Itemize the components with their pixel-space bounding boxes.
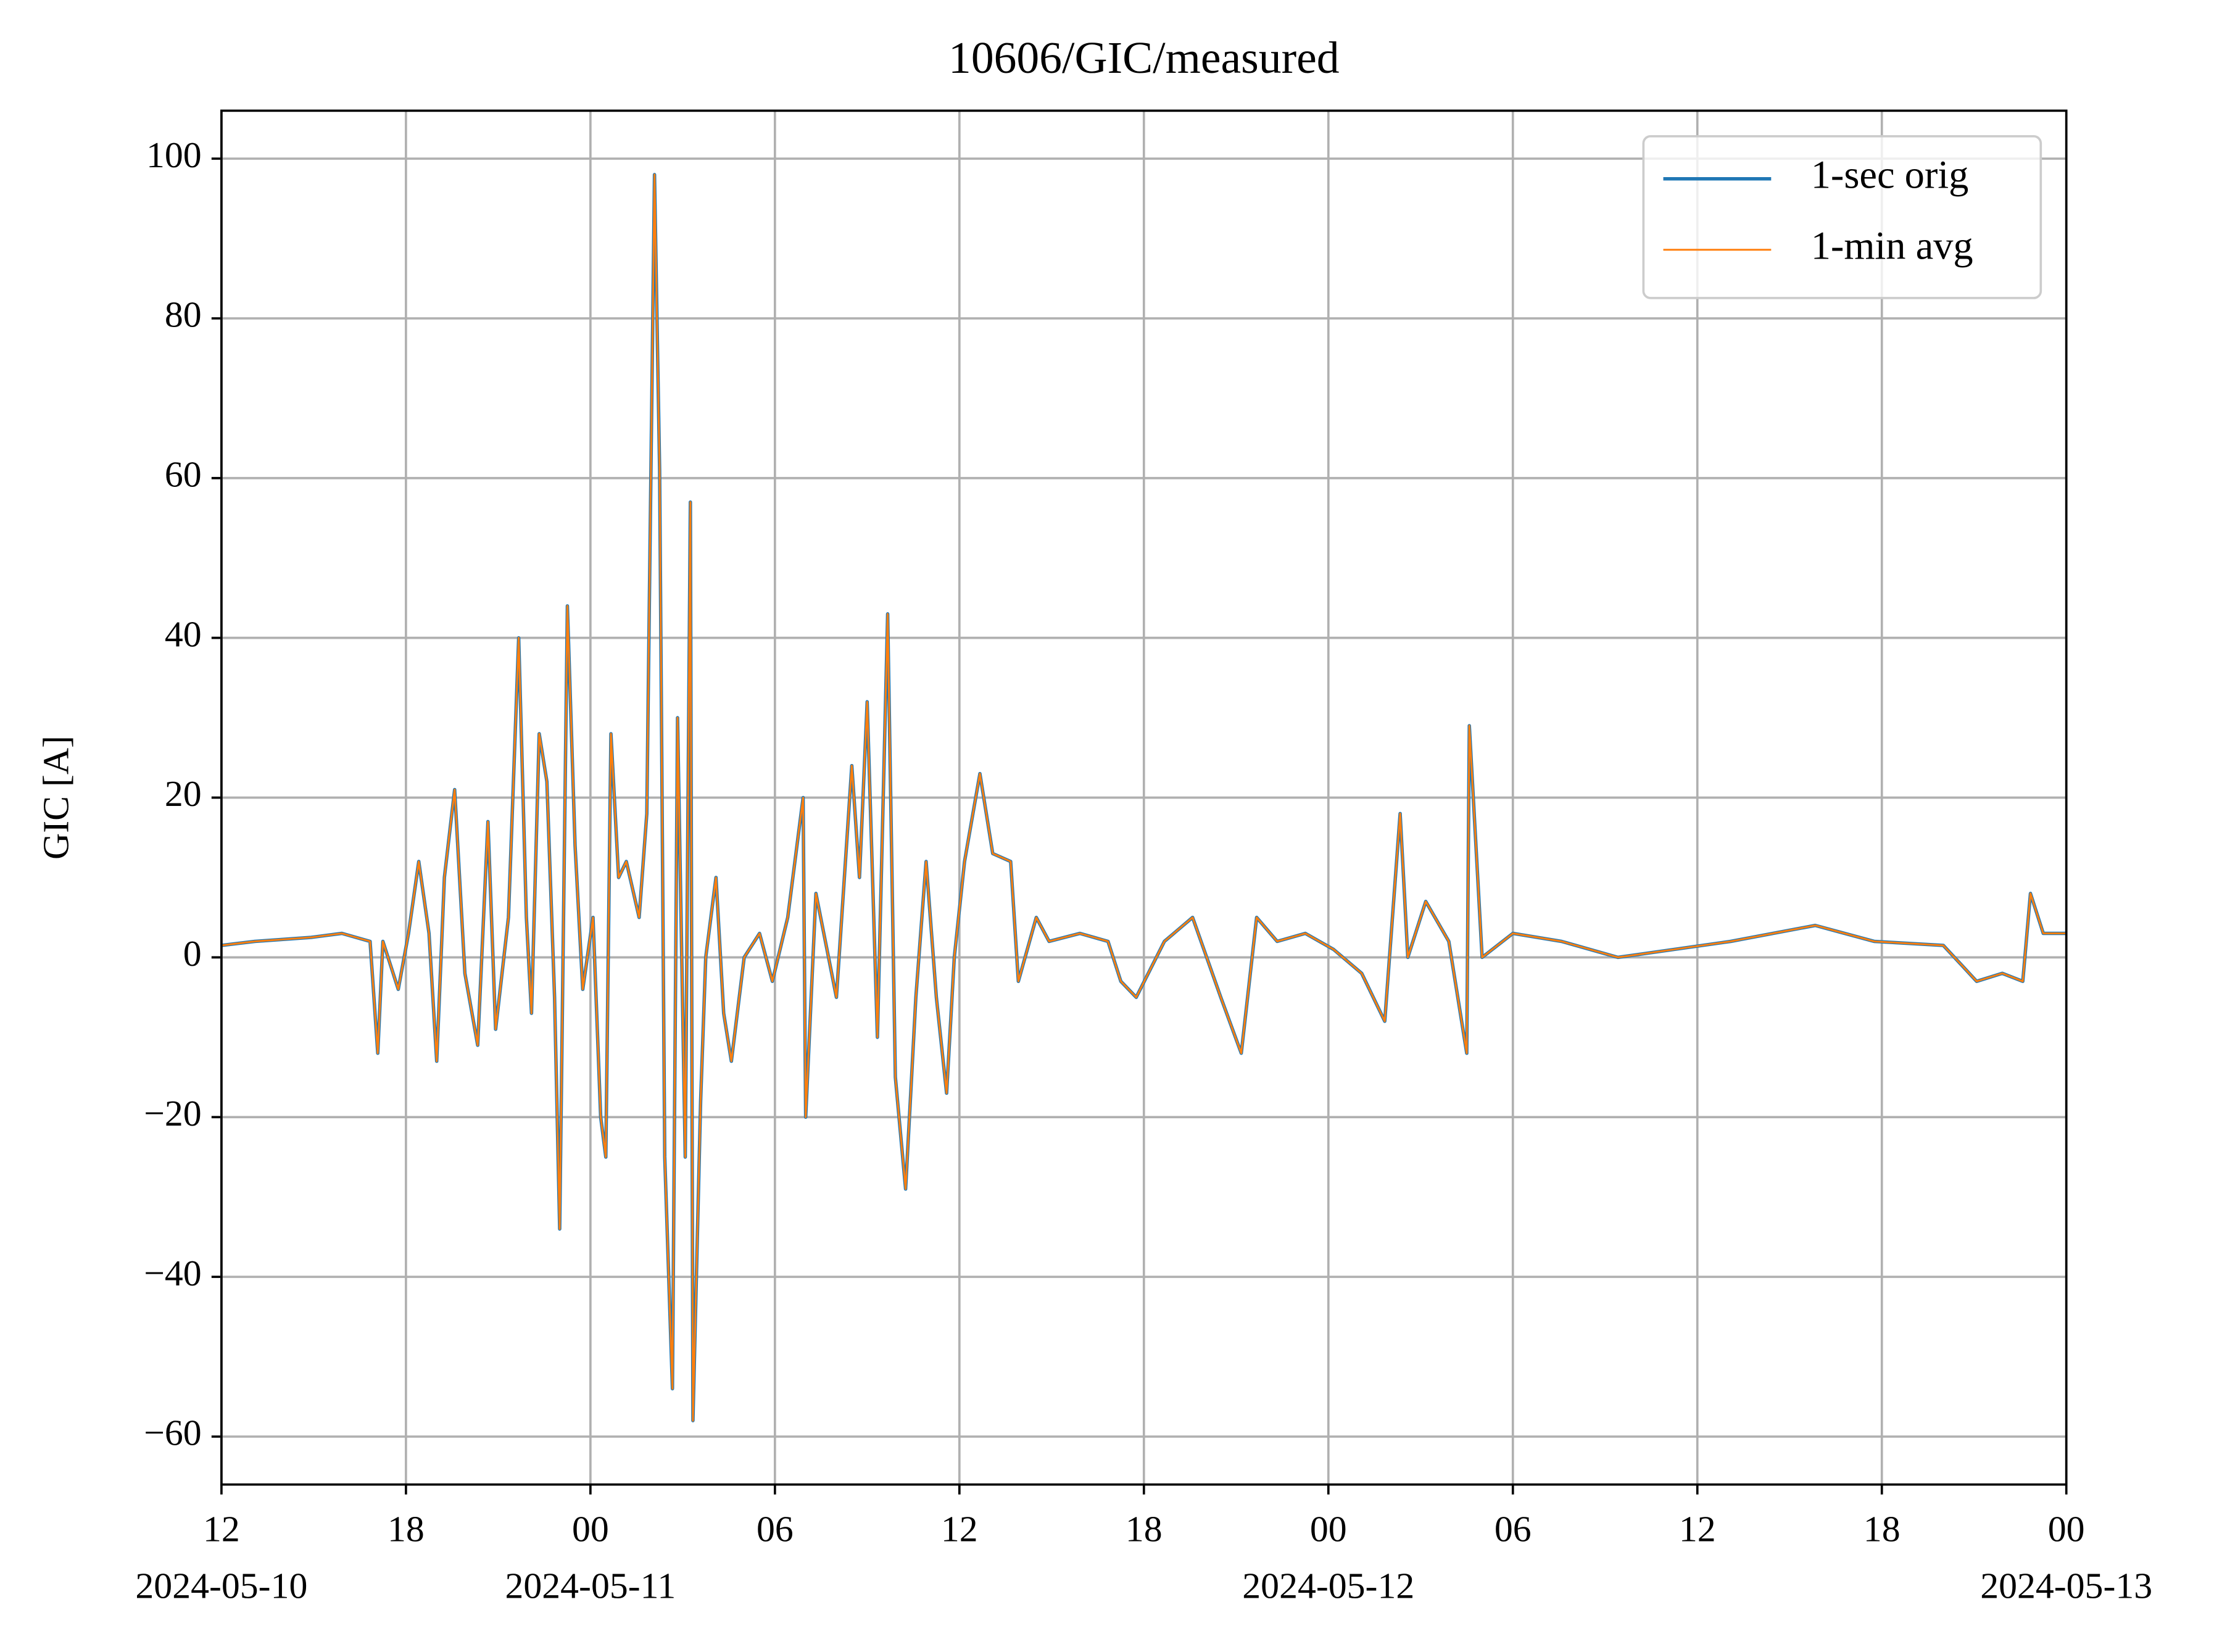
legend-label: 1-sec orig: [1811, 153, 1969, 197]
x-tick-label: 00: [2048, 1509, 2085, 1550]
data-line: [221, 173, 2067, 1422]
x-tick-label: 12: [941, 1509, 978, 1550]
y-tick-label: 60: [165, 454, 202, 494]
x-tick-label: 18: [388, 1509, 425, 1550]
y-tick-label: 80: [165, 294, 202, 335]
legend: 1-sec orig 1-min avg: [1642, 135, 2042, 299]
x-tick-label: 00: [572, 1509, 609, 1550]
y-tick-label: 40: [165, 613, 202, 654]
x-tick-label: 2024-05-12: [1242, 1566, 1414, 1606]
legend-box: [1642, 135, 2042, 299]
y-axis-label: GIC [A]: [35, 736, 76, 860]
y-tick-label: 0: [183, 933, 202, 974]
x-tick-label: 2024-05-13: [1980, 1566, 2152, 1606]
legend-label: 1-min avg: [1811, 224, 1973, 268]
x-tick-label: 18: [1864, 1509, 1901, 1550]
x-tick-label: 12: [1679, 1509, 1716, 1550]
x-tick-label: 00: [1310, 1509, 1347, 1550]
y-tick-label: 20: [165, 773, 202, 814]
y-tick-label: −40: [144, 1253, 201, 1293]
y-tick-label: −20: [144, 1093, 201, 1134]
plot-frame: [220, 109, 2068, 1486]
chart-title: 10606/GIC/measured: [948, 32, 1339, 83]
x-tick-label: 06: [1495, 1509, 1532, 1550]
x-tick-label: 2024-05-11: [505, 1566, 676, 1606]
x-tick-label: 18: [1126, 1509, 1163, 1550]
x-tick-label: 12: [203, 1509, 240, 1550]
y-tick-label: −60: [144, 1413, 201, 1453]
y-tick-label: 100: [146, 135, 202, 175]
x-tick-label: 06: [757, 1509, 794, 1550]
x-tick-label: 2024-05-10: [135, 1566, 307, 1606]
